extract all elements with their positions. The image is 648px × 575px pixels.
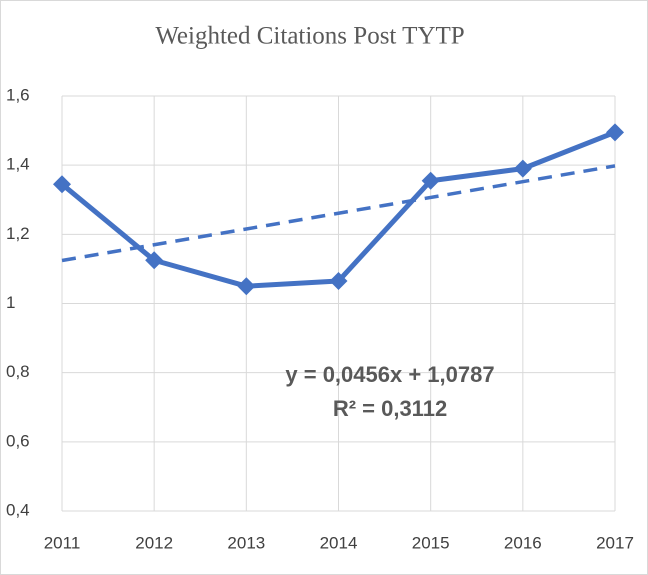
x-tick-label: 2014	[320, 533, 358, 552]
y-tick-label: 0,6	[6, 431, 30, 450]
y-tick-label: 0,8	[6, 362, 30, 381]
y-tick-label: 1,4	[6, 155, 30, 174]
marker	[145, 251, 164, 270]
marker	[421, 171, 440, 190]
trend-equation: R² = 0,3112	[333, 396, 447, 421]
y-tick-label: 1,6	[6, 85, 30, 104]
marker	[237, 277, 256, 296]
marker	[606, 123, 624, 142]
trend-equation: y = 0,0456x + 1,0787	[285, 362, 494, 387]
marker	[329, 272, 348, 291]
x-tick-label: 2012	[135, 533, 173, 552]
x-tick-label: 2016	[504, 533, 542, 552]
x-tick-label: 2015	[412, 533, 450, 552]
x-tick-label: 2017	[596, 533, 634, 552]
y-tick-label: 1,2	[6, 224, 30, 243]
trendline	[61, 164, 616, 263]
x-tick-label: 2011	[44, 533, 81, 552]
y-tick-label: 0,4	[6, 500, 30, 519]
x-tick-label: 2013	[227, 533, 265, 552]
chart-title: Weighted Citations Post TYTP	[155, 23, 464, 50]
y-tick-label: 1	[6, 293, 15, 312]
marker	[53, 175, 71, 194]
marker	[513, 159, 532, 178]
